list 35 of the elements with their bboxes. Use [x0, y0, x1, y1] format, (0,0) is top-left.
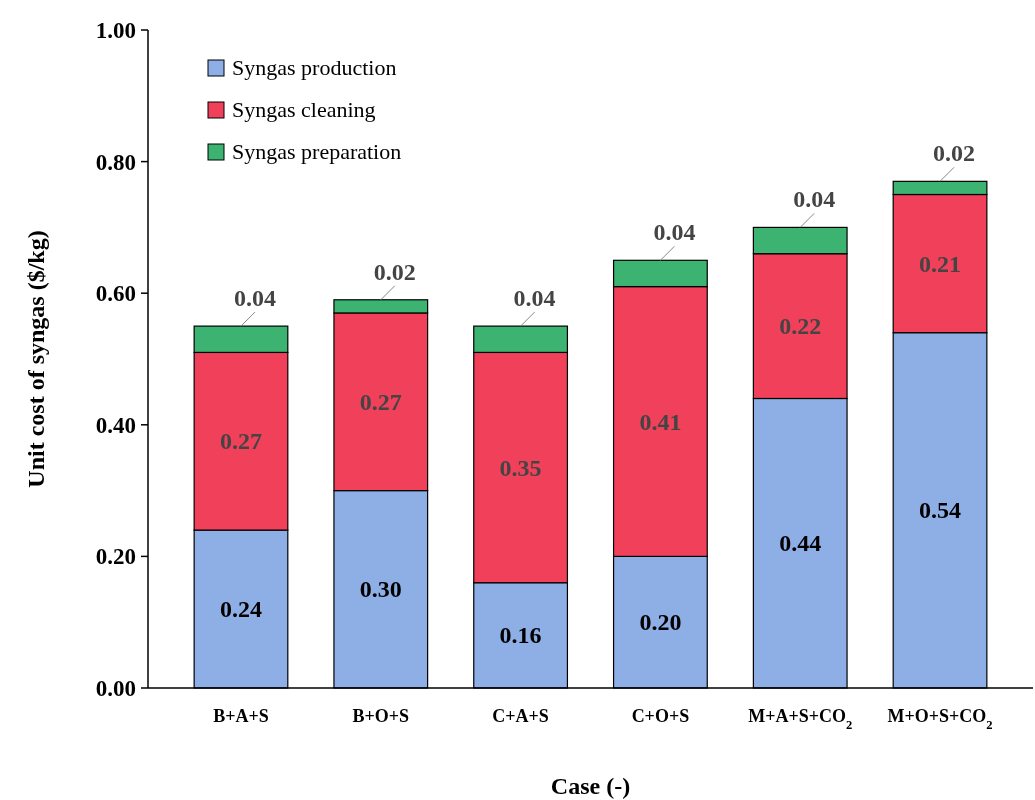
y-tick-label: 0.00: [95, 676, 136, 701]
y-tick-label: 0.20: [95, 544, 136, 570]
y-tick-label: 0.80: [95, 149, 136, 175]
data-label: 0.02: [373, 258, 416, 285]
data-label: 0.16: [499, 622, 542, 649]
y-tick-label: 1.00: [95, 18, 136, 43]
y-tick-label: 0.60: [95, 281, 136, 307]
data-label: 0.30: [359, 576, 402, 603]
data-label: 0.04: [793, 186, 836, 213]
data-label: 0.02: [933, 140, 976, 167]
x-axis-title: Case (-): [550, 773, 631, 799]
data-label: 0.41: [639, 408, 682, 435]
data-label: 0.04: [653, 219, 696, 246]
data-label: 0.22: [779, 313, 822, 340]
data-label: 0.04: [513, 285, 556, 312]
data-label: 0.54: [919, 497, 962, 524]
x-tick-label: C+O+S: [631, 706, 690, 726]
data-label: 0.04: [233, 285, 276, 312]
x-tick-label: M+O+S+CO$_{2}$: [887, 706, 993, 732]
y-axis-title: Unit cost of syngas ($/kg): [23, 230, 49, 488]
data-label: 0.27: [359, 388, 402, 415]
legend-label: Syngas cleaning: [232, 97, 376, 122]
x-tick-label: C+A+S: [492, 706, 549, 726]
y-tick-label: 0.40: [95, 412, 136, 438]
data-label: 0.20: [639, 609, 682, 636]
x-tick-label: M+A+S+CO$_{2}$: [748, 706, 853, 732]
data-label: 0.21: [919, 250, 962, 277]
legend-label: Syngas production: [232, 55, 397, 80]
x-tick-label: B+O+S: [352, 706, 410, 726]
legend-label: Syngas preparation: [232, 139, 402, 164]
x-tick-label: B+A+S: [213, 706, 269, 726]
data-label: 0.27: [219, 428, 262, 455]
data-label: 0.44: [779, 530, 822, 557]
data-label: 0.24: [219, 596, 262, 623]
data-label: 0.35: [499, 454, 542, 481]
